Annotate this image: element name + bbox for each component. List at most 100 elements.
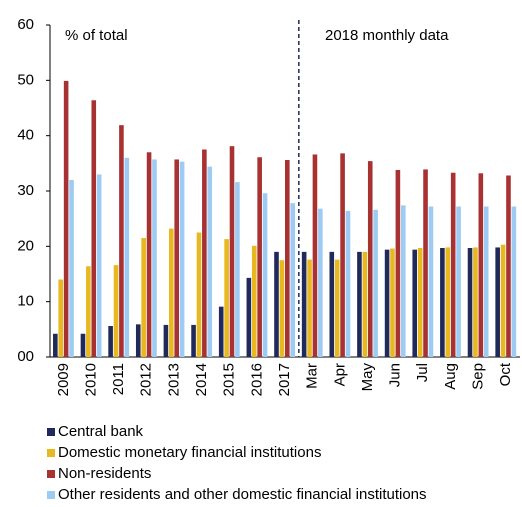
bar [63,80,69,358]
bar [196,232,202,357]
bar [495,247,500,357]
bar [450,172,456,357]
bar [483,206,489,357]
x-tick-label: Aug [442,363,459,390]
bar [163,324,169,357]
x-tick-label: Sep [469,363,486,390]
bar [390,248,395,357]
x-tick-label: 2016 [248,363,265,396]
bar [108,326,113,357]
bar [235,182,240,357]
bar [511,206,517,357]
x-tick-label: 2015 [221,363,238,396]
bar [440,247,445,357]
bar [174,159,180,357]
bar [86,266,91,357]
bar [274,251,279,357]
bar [113,265,119,357]
bar [146,152,152,357]
bar [191,324,196,357]
x-tick-label: 2017 [276,363,293,396]
bar [395,169,401,357]
bar [329,251,335,357]
bar [445,247,451,357]
bar [202,149,207,357]
bar [506,175,511,357]
x-tick-label: 2010 [82,363,99,396]
legend-marker [47,428,55,436]
bar [373,209,378,357]
bar [473,247,478,357]
bar [412,249,418,357]
y-tick-label: 20 [17,237,34,254]
x-tick-label: May [359,363,376,392]
x-tick-label: 2009 [55,363,72,396]
bar [207,166,213,357]
bar [478,173,484,357]
x-tick-label: 2014 [193,363,210,396]
legend-marker [47,449,55,457]
bar [417,247,423,357]
bar [423,169,428,357]
bar [135,324,141,357]
y-tick-label: 00 [17,348,34,365]
bar [229,146,235,357]
bar [500,244,506,357]
x-tick-label: Apr [331,363,348,386]
bar [224,239,229,357]
y-tick-label: 60 [17,16,34,33]
annotation: 2018 monthly data [325,27,449,44]
bar [169,228,174,357]
bar [334,259,340,357]
annotation: % of total [65,27,128,44]
bar [367,161,373,357]
bar [428,206,434,357]
bar [400,205,406,357]
bar [246,277,252,357]
bar [53,333,58,357]
legend-marker [47,470,55,478]
bar [340,153,345,357]
bar [357,251,362,357]
bar [290,203,295,357]
bar [251,245,257,357]
legend-marker [47,491,55,499]
bar [312,154,318,357]
x-tick-label: Oct [497,362,514,386]
bar [80,333,86,357]
bar [362,251,368,357]
bar [124,157,130,357]
legend-label: Central bank [58,423,144,440]
bar [384,249,390,357]
bar [69,179,74,357]
x-tick-label: 2013 [165,363,182,396]
y-tick-label: 50 [17,71,34,88]
bar [318,208,323,357]
y-tick-label: 40 [17,127,34,144]
bar [58,279,64,357]
bar [345,210,351,357]
bar [91,100,97,358]
legend-label: Non-residents [58,465,151,482]
x-tick-label: Jul [414,363,431,382]
legend-label: Domestic monetary financial institutions [58,444,321,461]
x-tick-label: Jun [387,363,404,387]
bar [179,161,185,357]
bar [285,160,290,357]
bar [467,247,473,357]
bar [96,174,102,357]
bar [307,259,312,357]
y-tick-label: 10 [17,293,34,310]
bar [152,159,157,357]
bar [262,193,268,357]
x-tick-label: 2012 [138,363,155,396]
bar [119,125,124,357]
y-tick-label: 30 [17,182,34,199]
bar [257,157,262,357]
bar [301,251,307,357]
bar [141,238,146,357]
legend-label: Other residents and other domestic finan… [58,486,427,503]
x-tick-label: 2011 [110,363,127,395]
bar [279,260,285,357]
